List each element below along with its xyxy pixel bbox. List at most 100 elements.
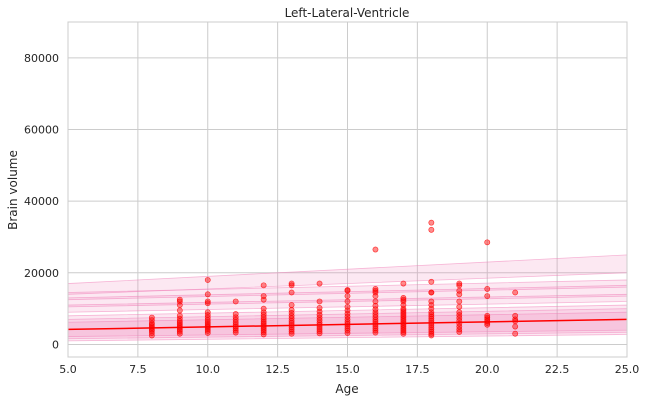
data-point: [428, 219, 435, 226]
data-point: [232, 311, 239, 317]
data-point: [428, 332, 435, 339]
data-point: [456, 303, 463, 310]
data-point: [260, 282, 267, 289]
data-point: [456, 280, 463, 287]
data-point: [428, 226, 435, 233]
data-point: [428, 289, 435, 296]
data-point: [204, 309, 211, 316]
data-point: [204, 330, 211, 336]
x-tick-labels: 5.0 7.5 10.0 12.5 15.0 17.5 20.0 22.5 25.0: [59, 363, 639, 376]
data-point: [400, 280, 407, 287]
data-point: [288, 302, 295, 308]
y-tick-label: 80000: [24, 52, 59, 65]
data-point: [316, 305, 323, 311]
data-point: [260, 293, 267, 299]
data-point: [204, 298, 211, 305]
data-point: [288, 328, 295, 335]
data-point: [372, 325, 379, 332]
data-point: [512, 323, 519, 330]
data-point: [232, 327, 239, 334]
data-point: [372, 246, 379, 253]
data-point: [232, 298, 239, 305]
y-tick-labels: 0 20000 40000 60000 80000: [24, 52, 59, 352]
data-point: [428, 324, 435, 331]
data-point: [344, 325, 351, 332]
data-point: [456, 282, 463, 289]
data-point: [176, 307, 183, 314]
data-point: [232, 314, 239, 321]
data-point: [484, 239, 491, 246]
trend-line: [67, 318, 628, 331]
y-tick-label: 0: [52, 338, 59, 351]
data-point: [372, 286, 379, 292]
x-tick-label: 22.5: [545, 363, 570, 376]
data-point: [316, 330, 323, 337]
chart-title: Left-Lateral-Ventricle: [285, 6, 410, 20]
data-point: [512, 289, 519, 296]
data-point: [344, 303, 351, 310]
data-point: [344, 310, 351, 317]
data-point: [372, 298, 379, 305]
data-point: [428, 311, 435, 318]
x-tick-label: 17.5: [405, 363, 430, 376]
x-axis-label: Age: [335, 382, 358, 396]
data-point: [428, 315, 435, 322]
data-point: [372, 327, 379, 334]
data-point: [456, 287, 463, 294]
x-tick-label: 7.5: [129, 363, 147, 376]
data-point: [260, 331, 267, 338]
data-point: [316, 328, 323, 335]
data-point: [484, 293, 491, 299]
x-tick-label: 12.5: [265, 363, 290, 376]
data-point: [204, 277, 211, 283]
data-point: [316, 311, 323, 318]
data-point: [148, 314, 155, 321]
data-point: [428, 326, 435, 333]
data-point: [204, 319, 211, 326]
x-tick-label: 5.0: [59, 363, 77, 376]
y-axis-label: Brain volume: [6, 150, 20, 230]
data-point: [288, 330, 295, 337]
data-point: [316, 298, 323, 305]
x-tick-label: 10.0: [196, 363, 221, 376]
data-point: [512, 330, 519, 337]
plot-frame: [67, 21, 628, 358]
data-point: [176, 312, 183, 319]
data-point: [456, 309, 463, 316]
data-point: [484, 286, 491, 292]
data-point: [512, 312, 519, 319]
data-point: [428, 330, 435, 337]
data-point: [260, 318, 267, 325]
data-point: [372, 329, 379, 336]
data-point: [484, 312, 491, 319]
y-tick-label: 60000: [24, 123, 59, 136]
data-points: [148, 219, 519, 339]
data-point: [428, 278, 435, 285]
data-point: [344, 287, 351, 293]
data-point: [260, 316, 267, 323]
data-point: [176, 320, 183, 326]
data-point: [288, 307, 295, 313]
data-point: [176, 298, 183, 305]
data-point: [344, 327, 351, 334]
data-point: [288, 282, 295, 289]
data-point: [204, 300, 211, 307]
x-tick-label: 25.0: [615, 363, 640, 376]
data-point: [288, 280, 295, 287]
data-point: [372, 302, 379, 309]
x-tick-label: 15.0: [335, 363, 360, 376]
data-point: [260, 305, 267, 312]
data-point: [400, 294, 407, 301]
data-point: [232, 329, 239, 336]
data-point: [344, 293, 351, 299]
data-point: [344, 298, 351, 305]
data-point: [372, 287, 379, 294]
data-point: [400, 296, 407, 303]
data-point: [428, 313, 435, 320]
data-point: [456, 298, 463, 305]
y-tick-label: 40000: [24, 195, 59, 208]
data-point: [288, 289, 295, 296]
data-point: [148, 321, 155, 328]
x-tick-label: 20.0: [475, 363, 500, 376]
